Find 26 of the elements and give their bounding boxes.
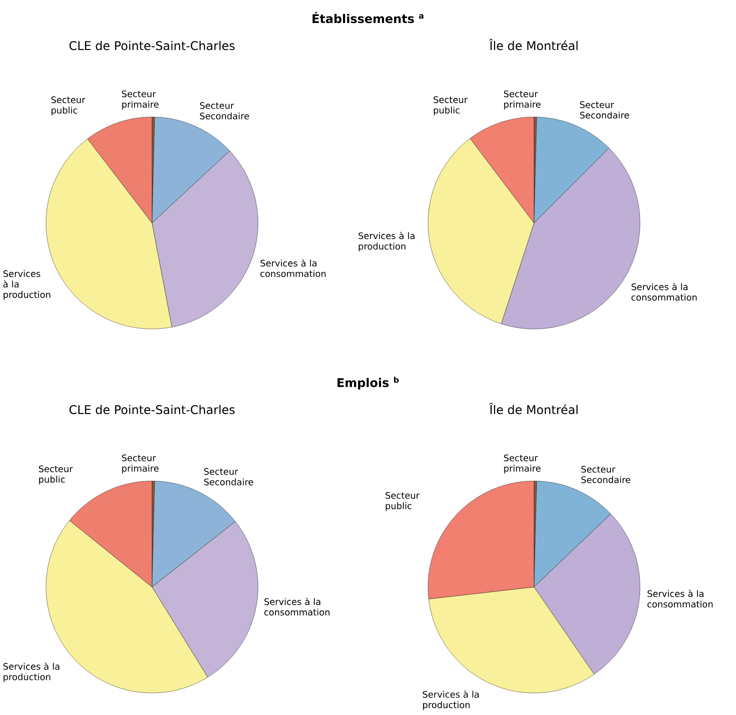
slice-label: Secteur primaire [504,90,541,110]
slice-label: Secteur Secondaire [580,101,630,119]
chart-subtitle: Île de Montréal [489,38,578,50]
slice-label: Services à la consommation [647,590,713,608]
slice-label: Secteur public [38,465,73,484]
text: Établissements $^{a}$ [312,12,424,24]
slice-label: Secteur public [434,96,468,116]
slice-label: Secteur public [386,492,420,511]
slice-label: Secteur Secondaire [200,102,249,120]
slice-label: Services à la production [3,270,50,300]
slice-label: Secteur primaire [504,454,541,474]
slice-label: Services à la production [358,232,414,252]
slice-label: Services à la consommation [632,282,697,301]
text: Emplois $^{b}$ [338,376,399,390]
chart-subtitle: CLE de Pointe-Saint-Charles [70,404,235,414]
chart-subtitle: Île de Montréal [489,402,578,414]
slice-label: Services à la consommation [260,259,326,277]
slice-label: Secteur primaire [122,454,159,474]
slice-label: Secteur Secondaire [204,468,254,486]
slice-label: Secteur primaire [122,90,159,110]
slice-label: Services à la production [3,662,60,682]
slice-label: Secteur public [51,96,86,116]
chart-subtitle: CLE de Pointe-Saint-Charles [70,40,235,50]
slice-label: Secteur Secondaire [581,466,630,484]
slice-label: Services à la production [422,690,479,710]
slice-label: Services à la consommation [264,598,330,616]
